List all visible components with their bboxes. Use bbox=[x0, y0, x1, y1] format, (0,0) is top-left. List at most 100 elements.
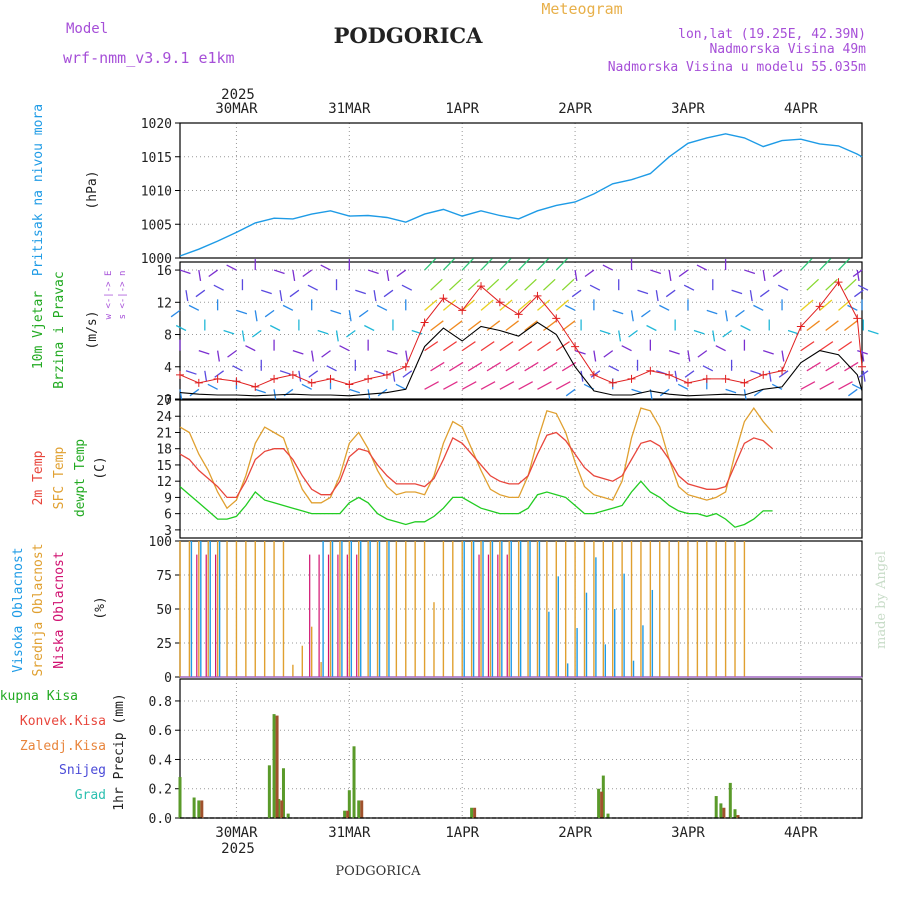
pressure-panel: 1000 1005 1010 1015 1020 bbox=[141, 117, 863, 267]
wind-arrow bbox=[499, 381, 515, 390]
wind-arrow bbox=[245, 345, 256, 352]
wind-arrow bbox=[646, 324, 657, 332]
temp-2m-label: 2m Temp bbox=[31, 450, 46, 505]
wind-arrow bbox=[395, 383, 407, 390]
wind-arrow bbox=[188, 304, 200, 311]
wind-arrow bbox=[241, 330, 245, 342]
total-precip-bar bbox=[733, 809, 737, 818]
wind-arrow bbox=[655, 290, 659, 302]
year-label-top: 2025 bbox=[221, 87, 255, 103]
temperature-ytick-label: 12 bbox=[156, 475, 172, 490]
wind-ytick-label: 4 bbox=[164, 361, 172, 376]
pressure-ytick-label: 1000 bbox=[141, 252, 172, 267]
wind-axis-label-2: Brzina i Pravac bbox=[52, 271, 67, 388]
wind-arrow bbox=[696, 264, 708, 271]
bottom-day-label: 4APR bbox=[784, 825, 818, 841]
wind-arrow bbox=[715, 345, 726, 352]
temp-sfc-label: SFC Temp bbox=[52, 447, 67, 510]
pressure-axis-label: Pritisak na nivou mora bbox=[31, 104, 46, 276]
total-precip-bar bbox=[470, 807, 474, 818]
convective-precip-bar bbox=[736, 815, 740, 818]
convective-precip-bar bbox=[200, 800, 204, 818]
convective-precip-bar bbox=[722, 807, 726, 818]
top-day-label: 1APR bbox=[445, 101, 479, 117]
wind-arrow bbox=[480, 381, 496, 390]
bottom-day-label: 1APR bbox=[445, 825, 479, 841]
pressure-ytick-label: 1005 bbox=[141, 218, 172, 233]
temp-unit-label: (C) bbox=[93, 456, 108, 479]
wind-arrow bbox=[641, 309, 651, 318]
wind-arrow bbox=[480, 341, 495, 352]
wind-arrow bbox=[593, 350, 597, 362]
wind-ytick-label: 0 bbox=[164, 393, 172, 408]
wind-arrow bbox=[443, 341, 457, 352]
total-precip-bar bbox=[281, 768, 285, 818]
wind-arrow bbox=[524, 278, 537, 291]
precip-legend-freezing: Zaledj.Kisa bbox=[20, 739, 106, 754]
wind-gust-marker bbox=[232, 377, 241, 386]
wind-arrow bbox=[292, 269, 296, 282]
wind-arrow bbox=[844, 278, 857, 291]
wind-arrow bbox=[349, 388, 360, 394]
wind-gust-marker bbox=[796, 322, 805, 331]
wind-arrow bbox=[480, 299, 494, 311]
wind-arrow bbox=[443, 381, 458, 390]
wind-arrow bbox=[524, 361, 539, 372]
wind-arrow bbox=[574, 269, 578, 282]
wind-arrow bbox=[543, 361, 558, 372]
wind-arrow bbox=[753, 388, 764, 397]
wind-arrow bbox=[204, 370, 208, 382]
wind-arrow bbox=[251, 329, 262, 338]
wind-arrow bbox=[772, 269, 783, 278]
wind-arrow bbox=[537, 341, 552, 352]
bottom-day-label: 31MAR bbox=[328, 825, 371, 841]
bottom-day-label: 30MAR bbox=[215, 825, 258, 841]
wind-arrow bbox=[461, 341, 476, 352]
wind-arrow bbox=[367, 269, 379, 275]
precip-ytick-label: 0.6 bbox=[149, 724, 172, 739]
wind-arrow bbox=[677, 383, 689, 390]
wind-gust-line bbox=[179, 281, 863, 388]
wind-arrow bbox=[838, 258, 851, 271]
pressure-ytick-label: 1010 bbox=[141, 185, 172, 200]
wind-arrow bbox=[806, 278, 820, 291]
convective-precip-bar bbox=[280, 800, 284, 818]
wind-gust-marker bbox=[382, 370, 391, 379]
wind-arrow bbox=[264, 309, 275, 318]
wind-arrow bbox=[282, 304, 294, 311]
wind-arrow bbox=[321, 350, 331, 358]
wind-arrow bbox=[706, 309, 718, 315]
total-precip-bar bbox=[178, 777, 182, 818]
wind-arrow bbox=[787, 329, 799, 335]
top-day-label: 2APR bbox=[558, 101, 592, 117]
wind-arrow bbox=[543, 320, 557, 332]
wind-arrow bbox=[825, 278, 838, 291]
precip-ytick-label: 0.4 bbox=[149, 753, 173, 768]
mid-cloud-label: Srednja Oblacnost bbox=[31, 543, 46, 676]
wind-arrow bbox=[170, 309, 181, 318]
wind-arrow bbox=[612, 309, 624, 315]
footer-station-label: PODGORICA bbox=[335, 864, 421, 879]
wind-arrow bbox=[339, 345, 350, 352]
wind-arrow bbox=[461, 381, 477, 390]
model-name: wrf-nmm_v3.9.1 e1km bbox=[63, 49, 235, 67]
total-precip-bar bbox=[357, 800, 361, 818]
wind-gust-marker bbox=[665, 370, 674, 379]
wind-arrow bbox=[856, 269, 860, 282]
model-elevation-label: Nadmorska Visina u modelu 55.035m bbox=[608, 60, 866, 75]
wind-gust-marker bbox=[420, 318, 429, 327]
wind-direction-key: w <-|-> E bbox=[104, 271, 114, 320]
wind-arrow bbox=[307, 284, 318, 291]
total-precip-bar bbox=[197, 800, 201, 818]
wind-arrow bbox=[269, 324, 281, 332]
wind-arrow bbox=[499, 258, 512, 271]
wind-arrow bbox=[543, 278, 556, 291]
wind-arrow bbox=[442, 299, 457, 311]
wind-gust-marker bbox=[571, 342, 580, 351]
wind-arrow bbox=[659, 304, 670, 311]
wind-arrow bbox=[486, 278, 500, 291]
precip-legend-hail: Grad bbox=[75, 788, 106, 803]
wind-arrow bbox=[819, 299, 833, 311]
wind-arrow bbox=[317, 329, 329, 335]
wind-arrow bbox=[401, 284, 413, 291]
